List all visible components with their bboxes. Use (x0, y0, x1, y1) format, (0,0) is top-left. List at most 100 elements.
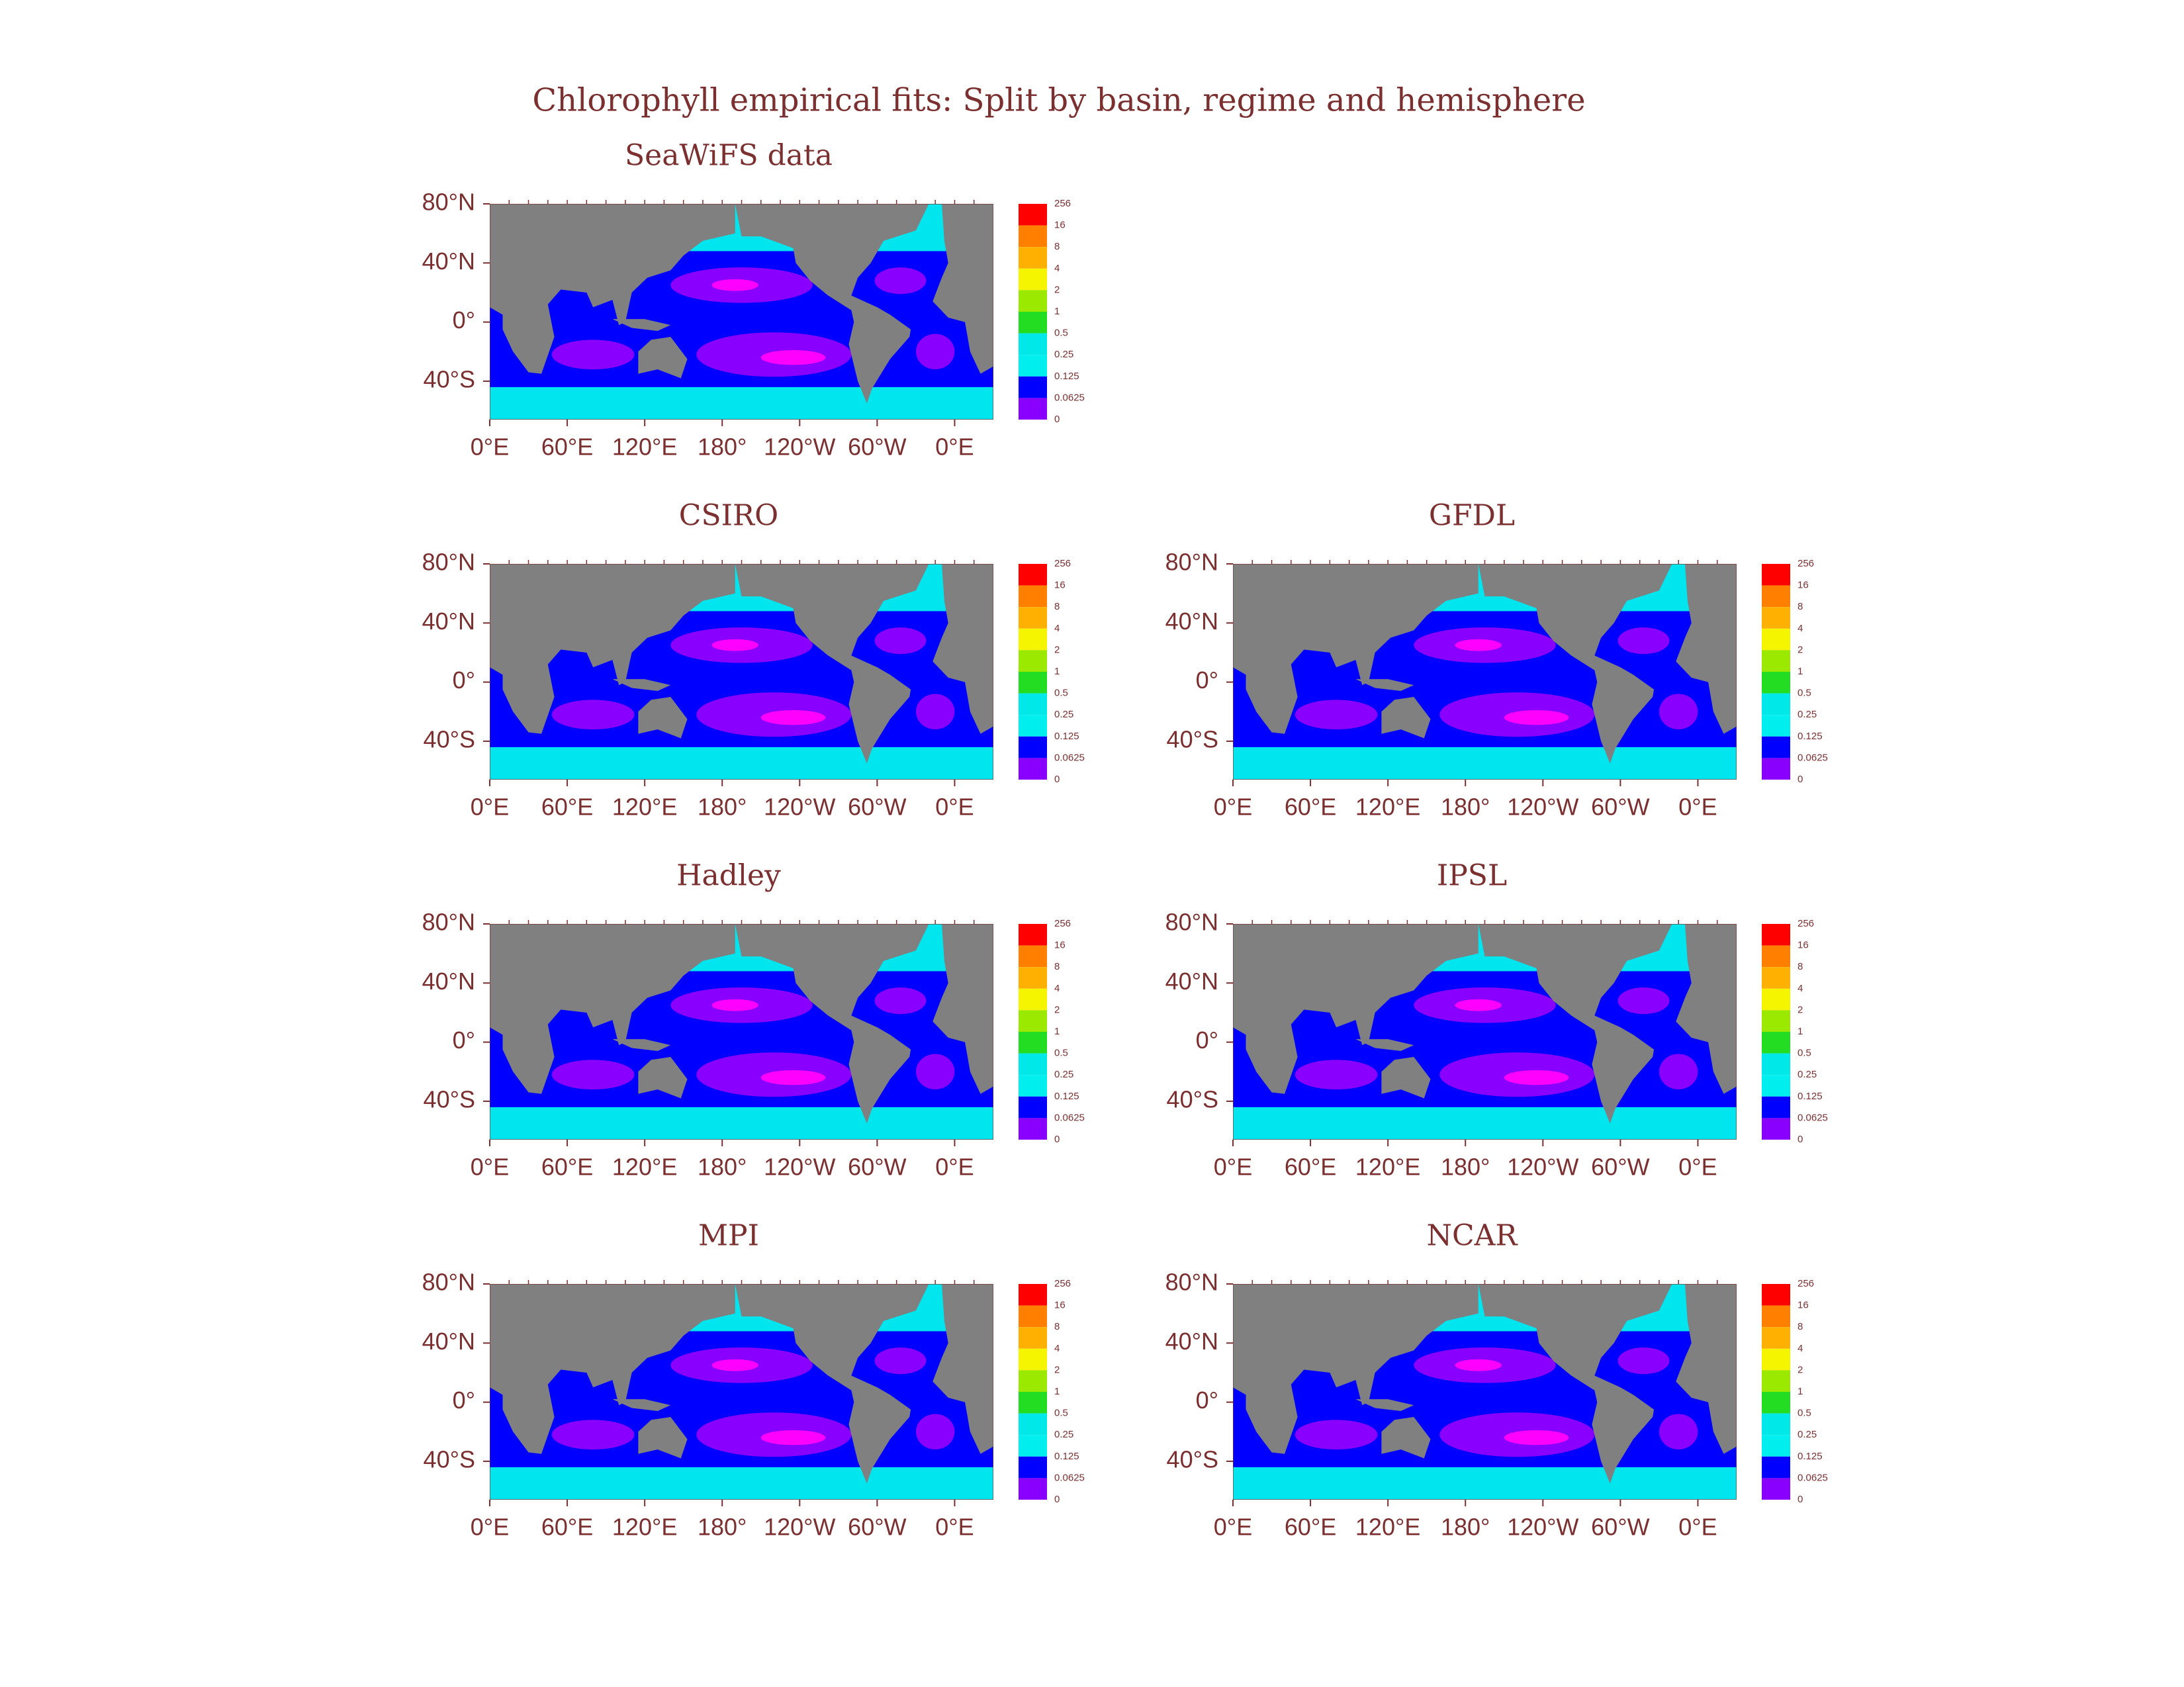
colorbar-block (1762, 1053, 1790, 1075)
x-tick-label: 120°E (612, 1514, 677, 1541)
x-tick-label: 0°E (1214, 1154, 1252, 1181)
colorbar-block (1019, 268, 1047, 291)
colorbar-label: 0.125 (1054, 1091, 1079, 1102)
colorbar-block (1019, 290, 1047, 312)
colorbar-block (1019, 628, 1047, 651)
colorbar-label: 16 (1797, 940, 1809, 951)
colorbar-label: 8 (1054, 241, 1060, 252)
colorbar-block (1019, 1370, 1047, 1392)
panel-title: MPI (698, 1219, 759, 1253)
colorbar-block (1762, 1096, 1790, 1118)
colorbar-block (1019, 693, 1047, 715)
colorbar-label: 0.25 (1054, 349, 1073, 360)
colorbar-label: 0.0625 (1054, 752, 1085, 763)
map (1233, 564, 1737, 780)
colorbar-label: 256 (1054, 918, 1071, 929)
colorbar-label: 0.25 (1797, 1069, 1817, 1080)
colorbar-block (1762, 1413, 1790, 1436)
colorbar-label: 0 (1054, 774, 1060, 785)
colorbar-label: 8 (1797, 961, 1803, 972)
y-tick-label: 0° (453, 1387, 475, 1414)
y-tick-label: 0° (453, 1026, 475, 1054)
colorbar-label: 256 (1054, 558, 1071, 569)
x-tick-label: 120°E (1355, 794, 1420, 821)
colorbar-block (1762, 945, 1790, 968)
colorbar-label: 256 (1054, 1278, 1071, 1289)
colorbar-block (1762, 564, 1790, 586)
y-tick-label: 80°N (422, 909, 475, 936)
colorbar-block (1762, 1435, 1790, 1457)
x-tick-label: 60°W (848, 433, 906, 461)
colorbar-label: 16 (1797, 580, 1809, 591)
colorbar-label: 2 (1054, 644, 1060, 655)
panel-title: CSIRO (679, 499, 778, 533)
map (490, 204, 993, 420)
colorbar-block (1019, 650, 1047, 672)
colorbar-block (1019, 1284, 1047, 1306)
colorbar-block (1019, 333, 1047, 355)
x-tick-label: 120°E (1355, 1514, 1420, 1541)
colorbar-label: 4 (1054, 623, 1060, 634)
x-tick-label: 120°E (612, 1154, 677, 1181)
map (490, 1284, 993, 1500)
colorbar-label: 16 (1054, 580, 1066, 591)
x-tick-label: 120°W (1507, 1514, 1578, 1541)
colorbar-label: 8 (1054, 961, 1060, 972)
colorbar-block (1019, 1392, 1047, 1414)
colorbar-label: 0 (1797, 1134, 1803, 1145)
colorbar-label: 8 (1797, 601, 1803, 612)
y-tick-label: 40°S (424, 725, 475, 752)
x-tick-label: 120°W (1507, 1154, 1578, 1181)
x-tick-label: 120°W (764, 794, 835, 821)
colorbar-label: 8 (1054, 1321, 1060, 1332)
colorbar-block (1019, 1456, 1047, 1479)
colorbar-label: 0.125 (1797, 1091, 1823, 1102)
colorbar-label: 0.25 (1797, 709, 1817, 720)
colorbar-block (1019, 1327, 1047, 1349)
x-tick-label: 180° (698, 1514, 747, 1541)
colorbar-label: 1 (1797, 666, 1803, 677)
colorbar-label: 2 (1797, 644, 1803, 655)
colorbar-block (1019, 736, 1047, 758)
colorbar-block (1762, 585, 1790, 608)
colorbar-label: 2 (1797, 1364, 1803, 1375)
x-tick-label: 60°W (848, 1514, 906, 1541)
colorbar-label: 0.0625 (1797, 1112, 1828, 1123)
colorbar-block (1762, 1075, 1790, 1097)
colorbar-block (1762, 924, 1790, 946)
colorbar-label: 8 (1054, 601, 1060, 612)
x-tick-label: 120°E (612, 433, 677, 461)
y-tick-label: 40°N (422, 248, 475, 275)
colorbar-label: 1 (1797, 1026, 1803, 1037)
y-tick-label: 80°N (1165, 909, 1218, 936)
colorbar-label: 0.5 (1797, 1408, 1811, 1419)
colorbar-block (1762, 1284, 1790, 1306)
colorbar-label: 256 (1797, 558, 1814, 569)
panel-title: Hadley (676, 859, 781, 893)
x-tick-label: 120°W (764, 1514, 835, 1541)
y-tick-label: 80°N (1165, 549, 1218, 576)
x-tick-label: 0°E (471, 794, 509, 821)
colorbar-label: 16 (1054, 1300, 1066, 1311)
colorbar-block (1762, 628, 1790, 651)
y-tick-label: 40°S (1167, 1445, 1218, 1473)
colorbar-block (1019, 715, 1047, 737)
colorbar-label: 0.5 (1797, 688, 1811, 699)
x-tick-label: 60°W (848, 794, 906, 821)
colorbar-label: 4 (1797, 623, 1803, 634)
x-tick-label: 180° (1441, 1514, 1490, 1541)
colorbar-label: 1 (1054, 306, 1060, 317)
colorbar-label: 2 (1054, 1364, 1060, 1375)
map (490, 564, 993, 780)
colorbar-label: 0.125 (1797, 1451, 1823, 1462)
colorbar-label: 4 (1054, 263, 1060, 274)
colorbar-block (1019, 1053, 1047, 1075)
y-tick-label: 40°S (424, 1445, 475, 1473)
x-tick-label: 0°E (1678, 1154, 1717, 1181)
colorbar-block (1762, 1327, 1790, 1349)
panel-title: GFDL (1429, 499, 1515, 533)
colorbar-label: 4 (1054, 1343, 1060, 1354)
colorbar-label: 1 (1054, 666, 1060, 677)
y-tick-label: 40°S (1167, 1085, 1218, 1113)
colorbar-block (1019, 1010, 1047, 1032)
